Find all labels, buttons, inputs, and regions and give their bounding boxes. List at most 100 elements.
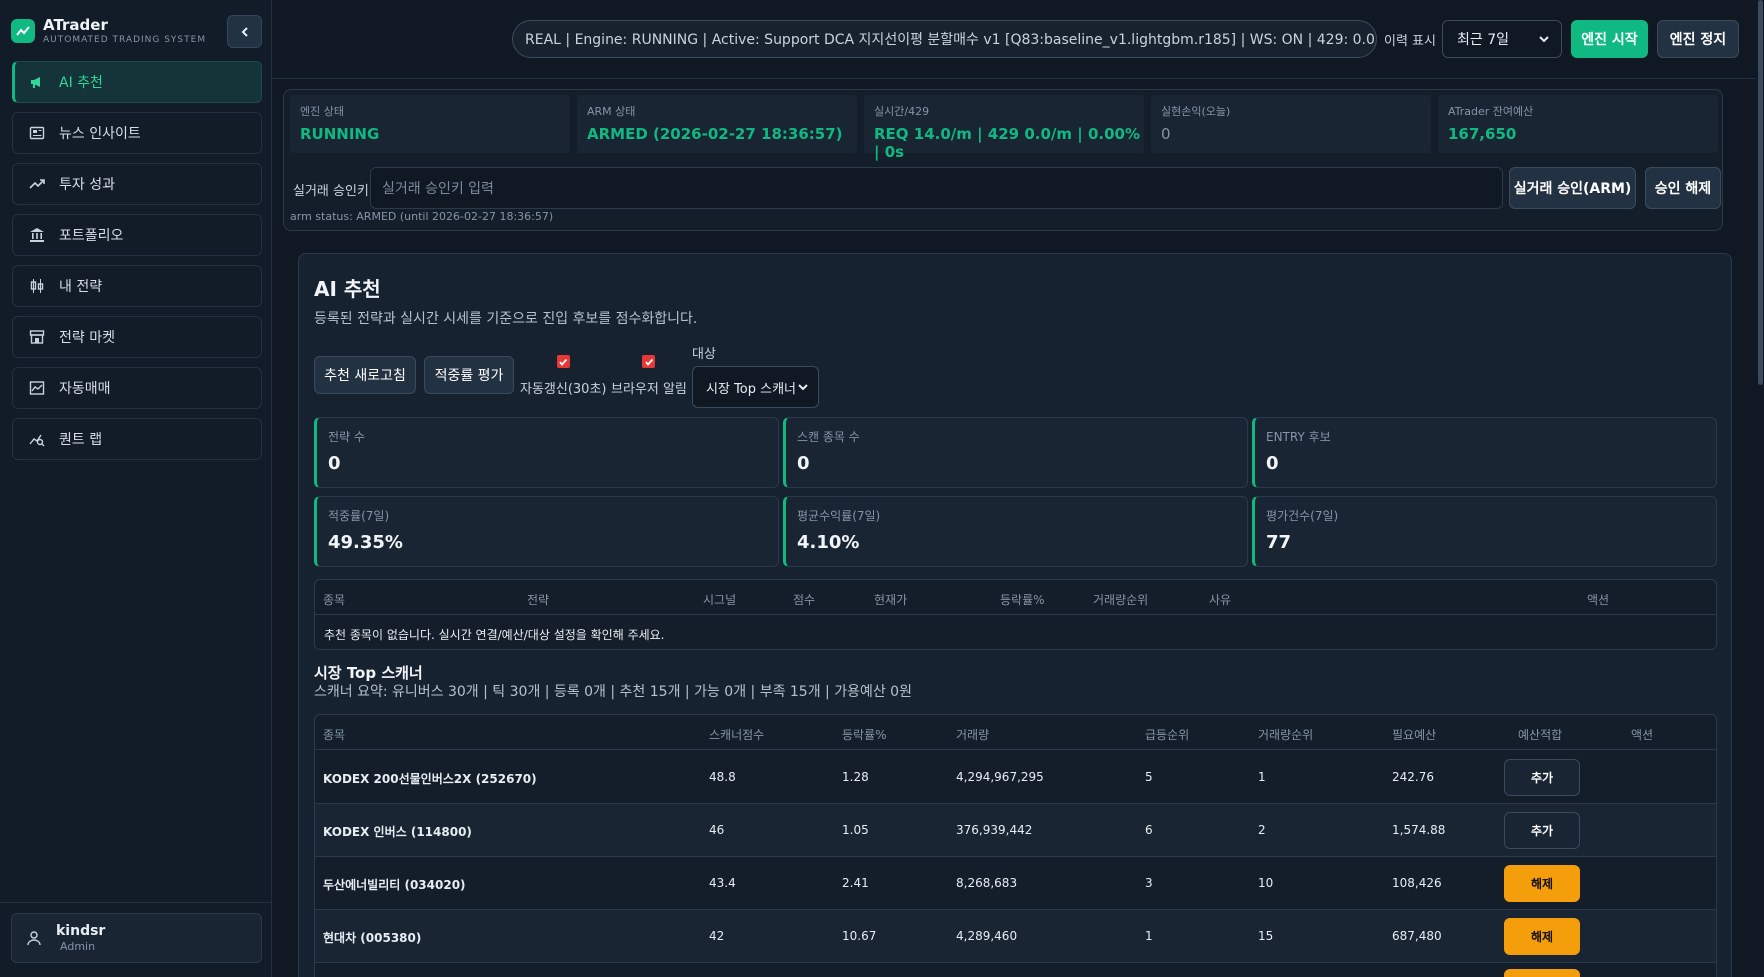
stat-label: 엔진 상태: [300, 105, 344, 118]
release-button[interactable]: [1504, 969, 1580, 977]
history-select[interactable]: 최근 7일: [1442, 20, 1562, 58]
scanner-summary: 스캐너 요약: 유니버스 30개 | 틱 30개 | 등록 0개 | 추천 15…: [314, 684, 912, 700]
sidebar-item-portfolio[interactable]: 포트폴리오: [12, 214, 262, 256]
column-header: 예산적합: [1518, 728, 1563, 742]
column-header: 종목: [323, 593, 346, 607]
sidebar-item-ai-recommend[interactable]: AI 추천: [12, 61, 262, 103]
engine-stop-button[interactable]: 엔진 정지: [1657, 20, 1739, 58]
checkbox-checked-icon[interactable]: [642, 355, 656, 368]
sidebar-item-label: 퀀트 랩: [59, 432, 103, 448]
kpi-label: 전략 수: [328, 430, 365, 444]
arm-key-label: 실거래 승인키: [293, 184, 369, 199]
chart-search-icon: [27, 429, 47, 449]
kpi-hit-rate: 적중률(7일) 49.35%: [314, 496, 779, 567]
stat-label: ARM 상태: [587, 105, 636, 118]
column-header: 액션: [1631, 728, 1654, 742]
column-header: 등락률%: [842, 728, 887, 742]
release-button[interactable]: 해제: [1504, 918, 1580, 955]
sidebar-divider: [0, 902, 272, 903]
store-icon: [27, 327, 47, 347]
sidebar-item-news[interactable]: 뉴스 인사이트: [12, 112, 262, 154]
column-header: 급등순위: [1145, 728, 1190, 742]
column-header: 사유: [1209, 593, 1232, 607]
cell-change: 1.05: [842, 823, 869, 837]
column-header: 현재가: [874, 593, 908, 607]
stat-realtime-429: 실시간/429 REQ 14.0/m | 429 0.0/m | 0.00% |…: [864, 95, 1144, 161]
kpi-value: 4.10%: [797, 532, 860, 553]
sidebar-item-quant-lab[interactable]: 퀀트 랩: [12, 418, 262, 460]
engine-status-pill: REAL | Engine: RUNNING | Active: Support…: [512, 20, 1377, 58]
cell-volume: 4,289,460: [956, 929, 1018, 943]
evaluate-accuracy-button[interactable]: 적중률 평가: [424, 356, 514, 394]
sidebar-item-strategy-market[interactable]: 전략 마켓: [12, 316, 262, 358]
sidebar-collapse-button[interactable]: [227, 15, 262, 48]
add-button[interactable]: 추가: [1504, 812, 1580, 849]
page-description: 등록된 전략과 실시간 시세를 기준으로 진입 후보를 점수화합니다.: [314, 311, 698, 327]
scanner-table: 종목 스캐너점수 등락률% 거래량 급등순위 거래량순위 필요예산 예산적합 액…: [314, 714, 1717, 977]
cell-change: 2.41: [842, 876, 869, 890]
chevron-down-icon: [1539, 36, 1549, 43]
chart-area-icon: [27, 378, 47, 398]
cell-volume: 376,939,442: [956, 823, 1033, 837]
target-select[interactable]: 시장 Top 스캐너: [692, 366, 819, 408]
stat-value: RUNNING: [300, 125, 380, 143]
stat-value: REQ 14.0/m | 429 0.0/m | 0.00% | 0s: [874, 125, 1140, 161]
bank-icon: [27, 225, 47, 245]
column-header: 필요예산: [1392, 728, 1437, 742]
megaphone-icon: [27, 72, 47, 92]
kpi-scan-count: 스캔 종목 수 0: [783, 417, 1248, 488]
brand-subtitle: AUTOMATED TRADING SYSTEM: [43, 35, 207, 45]
trending-up-icon: [27, 174, 47, 194]
recommend-table: 종목 전략 시그널 점수 현재가 등락률% 거래량순위 사유 액션 추천 종목이…: [314, 579, 1717, 650]
arm-approve-button[interactable]: 실거래 승인(ARM): [1509, 167, 1636, 209]
kpi-value: 0: [797, 453, 810, 474]
stat-remaining-budget: ATrader 잔여예산 167,650: [1438, 95, 1718, 153]
auto-refresh-label: 자동갱신(30초): [520, 382, 607, 397]
stat-label: 실현손익(오늘): [1161, 105, 1231, 118]
arm-row: 실거래 승인키 실거래 승인키 입력 실거래 승인(ARM) 승인 해제: [290, 167, 1721, 209]
checkbox-checked-icon[interactable]: [556, 355, 570, 368]
sidebar-item-auto-trading[interactable]: 자동매매: [12, 367, 262, 409]
column-header: 거래량: [956, 728, 990, 742]
sidebar-item-label: 포트폴리오: [59, 228, 124, 244]
history-select-value: 최근 7일: [1457, 32, 1509, 48]
user-icon: [26, 930, 42, 946]
engine-start-button[interactable]: 엔진 시작: [1571, 20, 1648, 58]
scrollbar-thumb[interactable]: [1758, 0, 1763, 385]
kpi-value: 0: [1266, 453, 1279, 474]
browser-alert-label: 브라우저 알림: [611, 382, 687, 397]
engine-panel: 엔진 상태 RUNNING ARM 상태 ARMED (2026-02-27 1…: [283, 89, 1723, 231]
empty-message: 추천 종목이 없습니다. 실시간 연결/예산/대상 설정을 확인해 주세요.: [324, 628, 665, 642]
topbar: REAL | Engine: RUNNING | Active: Support…: [272, 0, 1764, 79]
table-row: 현대차 (005380) 42 10.67 4,289,460 1 15 687…: [315, 910, 1716, 963]
stat-arm-state: ARM 상태 ARMED (2026-02-27 18:36:57): [577, 95, 857, 153]
column-header: 스캐너점수: [709, 728, 765, 742]
arm-release-button[interactable]: 승인 해제: [1645, 167, 1721, 209]
page-scrollbar[interactable]: [1756, 0, 1764, 977]
arm-key-input[interactable]: 실거래 승인키 입력: [370, 167, 1503, 209]
sidebar-item-my-strategy[interactable]: 내 전략: [12, 265, 262, 307]
page-title: AI 추천: [314, 277, 381, 301]
column-header: 등락률%: [1000, 593, 1045, 607]
table-row: KODEX 인버스 (114800) 46 1.05 376,939,442 6…: [315, 804, 1716, 857]
add-button[interactable]: 추가: [1504, 759, 1580, 796]
cell-budget: 108,426: [1392, 876, 1442, 890]
cell-surge-rank: 1: [1145, 929, 1153, 943]
kpi-label: 적중률(7일): [328, 509, 390, 523]
kpi-entry-candidates: ENTRY 후보 0: [1252, 417, 1717, 488]
user-menu[interactable]: kindsr Admin: [11, 913, 262, 963]
sidebar-item-label: 자동매매: [59, 381, 111, 397]
table-header: 종목 전략 시그널 점수 현재가 등락률% 거래량순위 사유 액션: [315, 580, 1716, 615]
user-role: Admin: [60, 939, 96, 953]
cell-surge-rank: 5: [1145, 770, 1153, 784]
auto-refresh-toggle[interactable]: 자동갱신(30초): [520, 355, 607, 397]
column-header: 종목: [323, 728, 346, 742]
chart-up-icon: [11, 19, 35, 43]
release-button[interactable]: 해제: [1504, 865, 1580, 902]
cell-name: 두산에너빌리티 (034020): [323, 878, 466, 892]
cell-change: 1.28: [842, 770, 869, 784]
target-label: 대상: [692, 347, 716, 362]
browser-alert-toggle[interactable]: 브라우저 알림: [611, 355, 687, 397]
refresh-recommend-button[interactable]: 추천 새로고침: [314, 356, 416, 394]
sidebar-item-performance[interactable]: 투자 성과: [12, 163, 262, 205]
